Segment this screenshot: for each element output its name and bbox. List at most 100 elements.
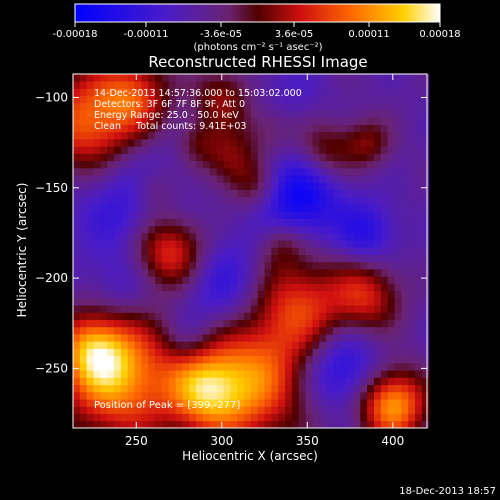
heatmap-cell <box>237 348 245 357</box>
heatmap-cell <box>353 74 361 82</box>
heatmap-cell <box>155 269 163 277</box>
heatmap-cell <box>168 88 177 97</box>
heatmap-cell <box>264 117 272 125</box>
heatmap-cell <box>285 74 293 82</box>
heatmap-cell <box>394 377 402 386</box>
heatmap-cell <box>134 160 142 169</box>
heatmap-cell <box>161 377 170 386</box>
heatmap-cell <box>155 290 163 299</box>
heatmap-cell <box>319 312 327 321</box>
heatmap-cell <box>196 146 204 154</box>
heatmap-cell <box>346 146 354 154</box>
heatmap-cell <box>168 276 177 284</box>
heatmap-cell <box>415 232 423 241</box>
heatmap-cell <box>271 146 279 154</box>
heatmap-cell <box>415 269 423 277</box>
heatmap-cell <box>209 269 218 277</box>
heatmap-cell <box>93 355 101 364</box>
heatmap-cell <box>141 269 149 277</box>
heatmap-cell <box>120 283 129 292</box>
heatmap-cell <box>209 240 218 248</box>
heatmap-cell <box>326 218 334 227</box>
heatmap-cell <box>100 348 108 357</box>
heatmap-cell <box>319 420 327 429</box>
heatmap-cell <box>394 139 402 147</box>
heatmap-cell <box>209 391 218 400</box>
heatmap-cell <box>298 81 306 89</box>
heatmap-cell <box>408 196 416 205</box>
heatmap-cell <box>93 160 101 169</box>
heatmap-cell <box>250 283 259 292</box>
heatmap-cell <box>86 391 94 400</box>
heatmap-cell <box>250 355 259 364</box>
heatmap-cell <box>86 420 94 429</box>
heatmap-cell <box>401 153 409 162</box>
heatmap-cell <box>387 319 395 328</box>
heatmap-cell <box>196 204 204 212</box>
heatmap-cell <box>79 211 88 219</box>
heatmap-cell <box>278 312 286 321</box>
heatmap-cell <box>86 189 94 198</box>
heatmap-cell <box>127 384 135 393</box>
heatmap-cell <box>264 204 272 212</box>
heatmap-cell <box>134 406 142 414</box>
heatmap-cell <box>408 312 416 321</box>
heatmap-cell <box>305 182 313 190</box>
heatmap-cell <box>380 110 389 118</box>
heatmap-cell <box>394 153 402 162</box>
heatmap-cell <box>264 110 272 118</box>
heatmap-cell <box>291 211 300 219</box>
heatmap-cell <box>141 254 149 263</box>
heatmap-cell <box>107 269 115 277</box>
heatmap-cell <box>367 254 375 263</box>
heatmap-cell <box>367 189 375 198</box>
heatmap-cell <box>127 146 135 154</box>
heatmap-cell <box>107 420 115 429</box>
heatmap-cell <box>271 74 279 82</box>
heatmap-cell <box>209 218 218 227</box>
heatmap-cell <box>100 377 108 386</box>
heatmap-cell <box>264 189 272 198</box>
heatmap-cell <box>319 319 327 328</box>
heatmap-cell <box>305 160 313 169</box>
heatmap-cell <box>73 146 81 154</box>
heatmap-cell <box>127 399 135 407</box>
heatmap-cell <box>127 283 135 292</box>
heatmap-cell <box>196 341 204 349</box>
heatmap-cell <box>367 326 375 335</box>
heatmap-cell <box>230 370 238 378</box>
heatmap-cell <box>189 139 197 147</box>
heatmap-cell <box>237 261 245 270</box>
heatmap-cell <box>319 204 327 212</box>
heatmap-cell <box>134 297 142 306</box>
heatmap-cell <box>216 297 224 306</box>
heatmap-cell <box>326 139 334 147</box>
heatmap-cell <box>339 117 348 125</box>
heatmap-cell <box>250 326 259 335</box>
heatmap-cell <box>93 211 101 219</box>
heatmap-cell <box>73 290 81 299</box>
heatmap-cell <box>141 146 149 154</box>
heatmap-cell <box>202 362 211 371</box>
heatmap-cell <box>380 182 389 190</box>
heatmap-cell <box>79 399 88 407</box>
heatmap-cell <box>298 341 306 349</box>
heatmap-cell <box>408 247 416 256</box>
heatmap-cell <box>189 102 197 111</box>
heatmap-cell <box>175 420 183 429</box>
heatmap-cell <box>141 362 149 371</box>
heatmap-cell <box>257 218 265 227</box>
heatmap-cell <box>141 391 149 400</box>
heatmap-cell <box>346 348 354 357</box>
heatmap-cell <box>380 283 389 292</box>
heatmap-cell <box>401 74 409 82</box>
heatmap-cell <box>332 160 341 169</box>
heatmap-cell <box>223 211 231 219</box>
heatmap-cell <box>353 225 361 234</box>
heatmap-cell <box>278 88 286 97</box>
heatmap-cell <box>79 348 88 357</box>
heatmap-cell <box>79 131 88 140</box>
heatmap-cell <box>175 305 183 313</box>
heatmap-cell <box>148 334 156 342</box>
heatmap-cell <box>175 341 183 349</box>
